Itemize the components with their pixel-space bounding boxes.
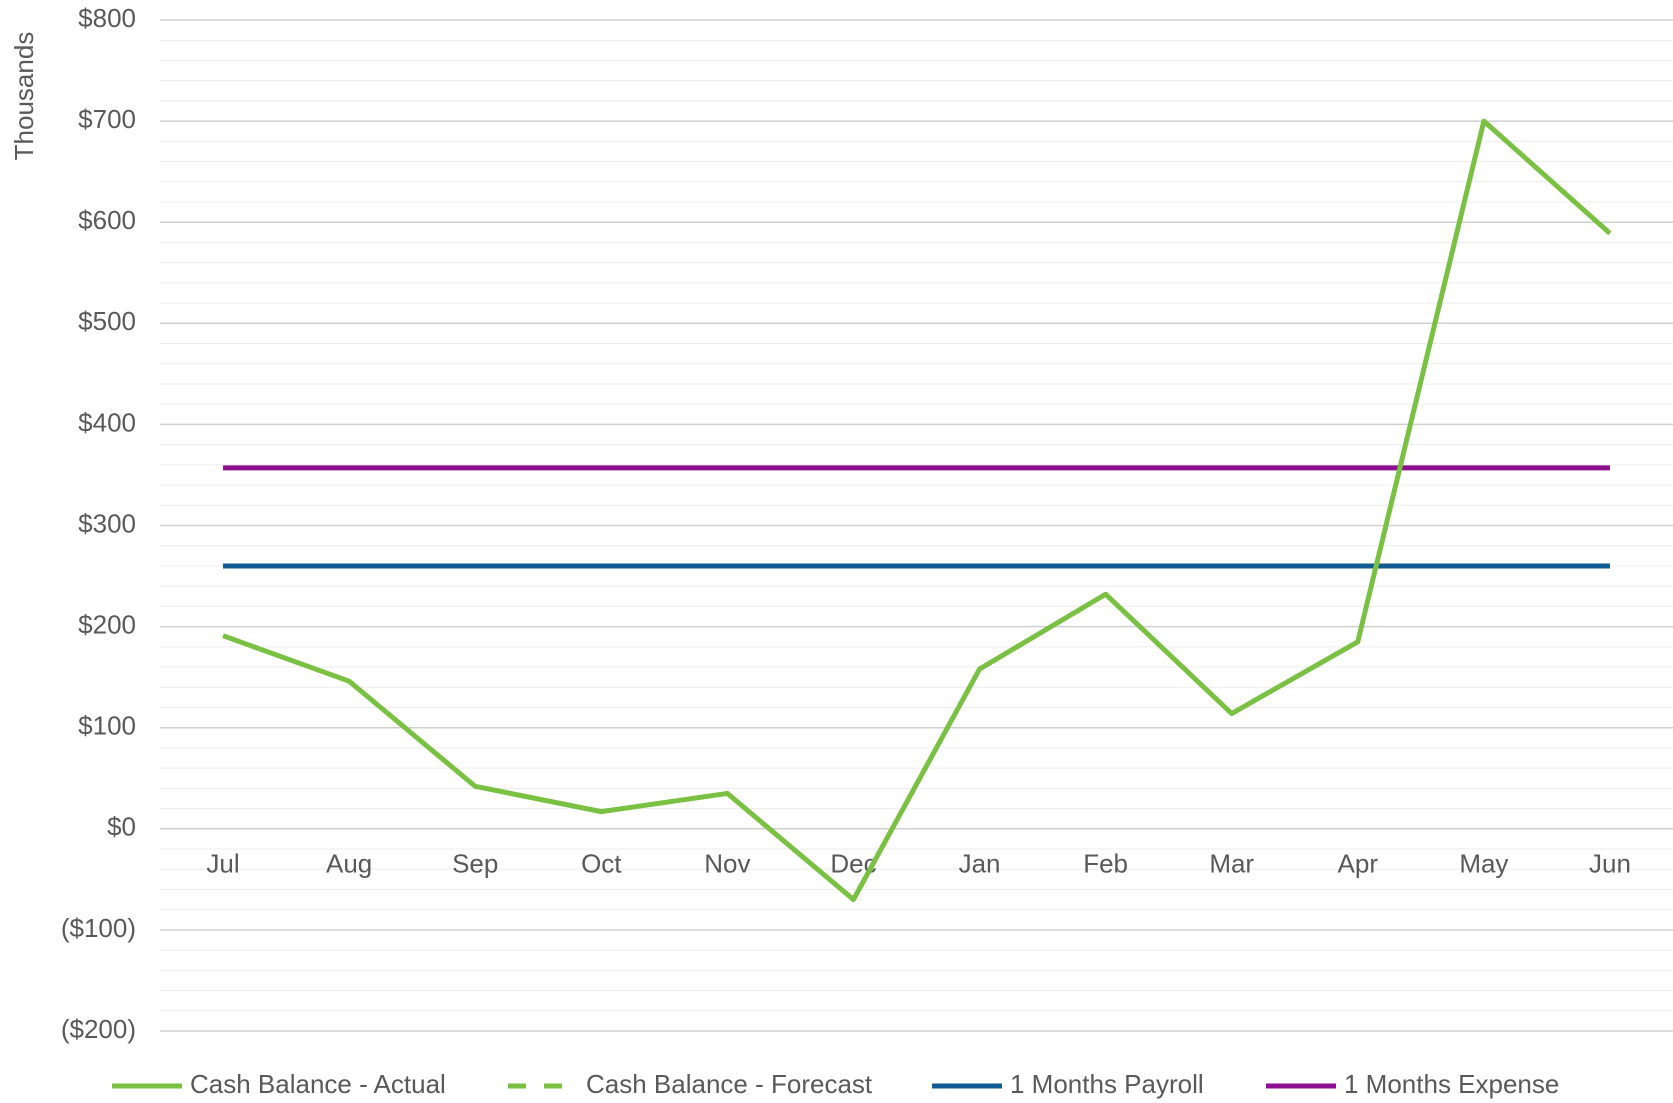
y-tick-label: $800 bbox=[78, 3, 136, 33]
x-tick-label: Jan bbox=[959, 849, 1001, 879]
x-tick-label: Jun bbox=[1589, 849, 1631, 879]
y-tick-label: $0 bbox=[107, 812, 136, 842]
legend-label: Cash Balance - Forecast bbox=[586, 1069, 873, 1099]
x-tick-label: Aug bbox=[326, 849, 372, 879]
y-tick-label: ($100) bbox=[61, 913, 136, 943]
y-tick-label: $400 bbox=[78, 407, 136, 437]
x-tick-label: May bbox=[1459, 849, 1508, 879]
y-tick-label: $700 bbox=[78, 104, 136, 134]
x-tick-label: Oct bbox=[581, 849, 622, 879]
y-tick-label: $500 bbox=[78, 306, 136, 336]
x-tick-label: Nov bbox=[704, 849, 750, 879]
x-tick-label: Feb bbox=[1083, 849, 1128, 879]
y-tick-label: $600 bbox=[78, 205, 136, 235]
y-axis-label: Thousands bbox=[9, 32, 39, 161]
y-tick-label: $300 bbox=[78, 508, 136, 538]
y-tick-label: $100 bbox=[78, 711, 136, 741]
y-tick-label: ($200) bbox=[61, 1014, 136, 1044]
x-tick-label: Jul bbox=[206, 849, 239, 879]
legend-label: 1 Months Payroll bbox=[1010, 1069, 1204, 1099]
legend-label: Cash Balance - Actual bbox=[190, 1069, 446, 1099]
legend-label: 1 Months Expense bbox=[1344, 1069, 1559, 1099]
series-line bbox=[222, 118, 1612, 903]
x-tick-label: Sep bbox=[452, 849, 498, 879]
y-tick-label: $200 bbox=[78, 609, 136, 639]
x-tick-label: Mar bbox=[1209, 849, 1254, 879]
x-tick-label: Apr bbox=[1338, 849, 1379, 879]
